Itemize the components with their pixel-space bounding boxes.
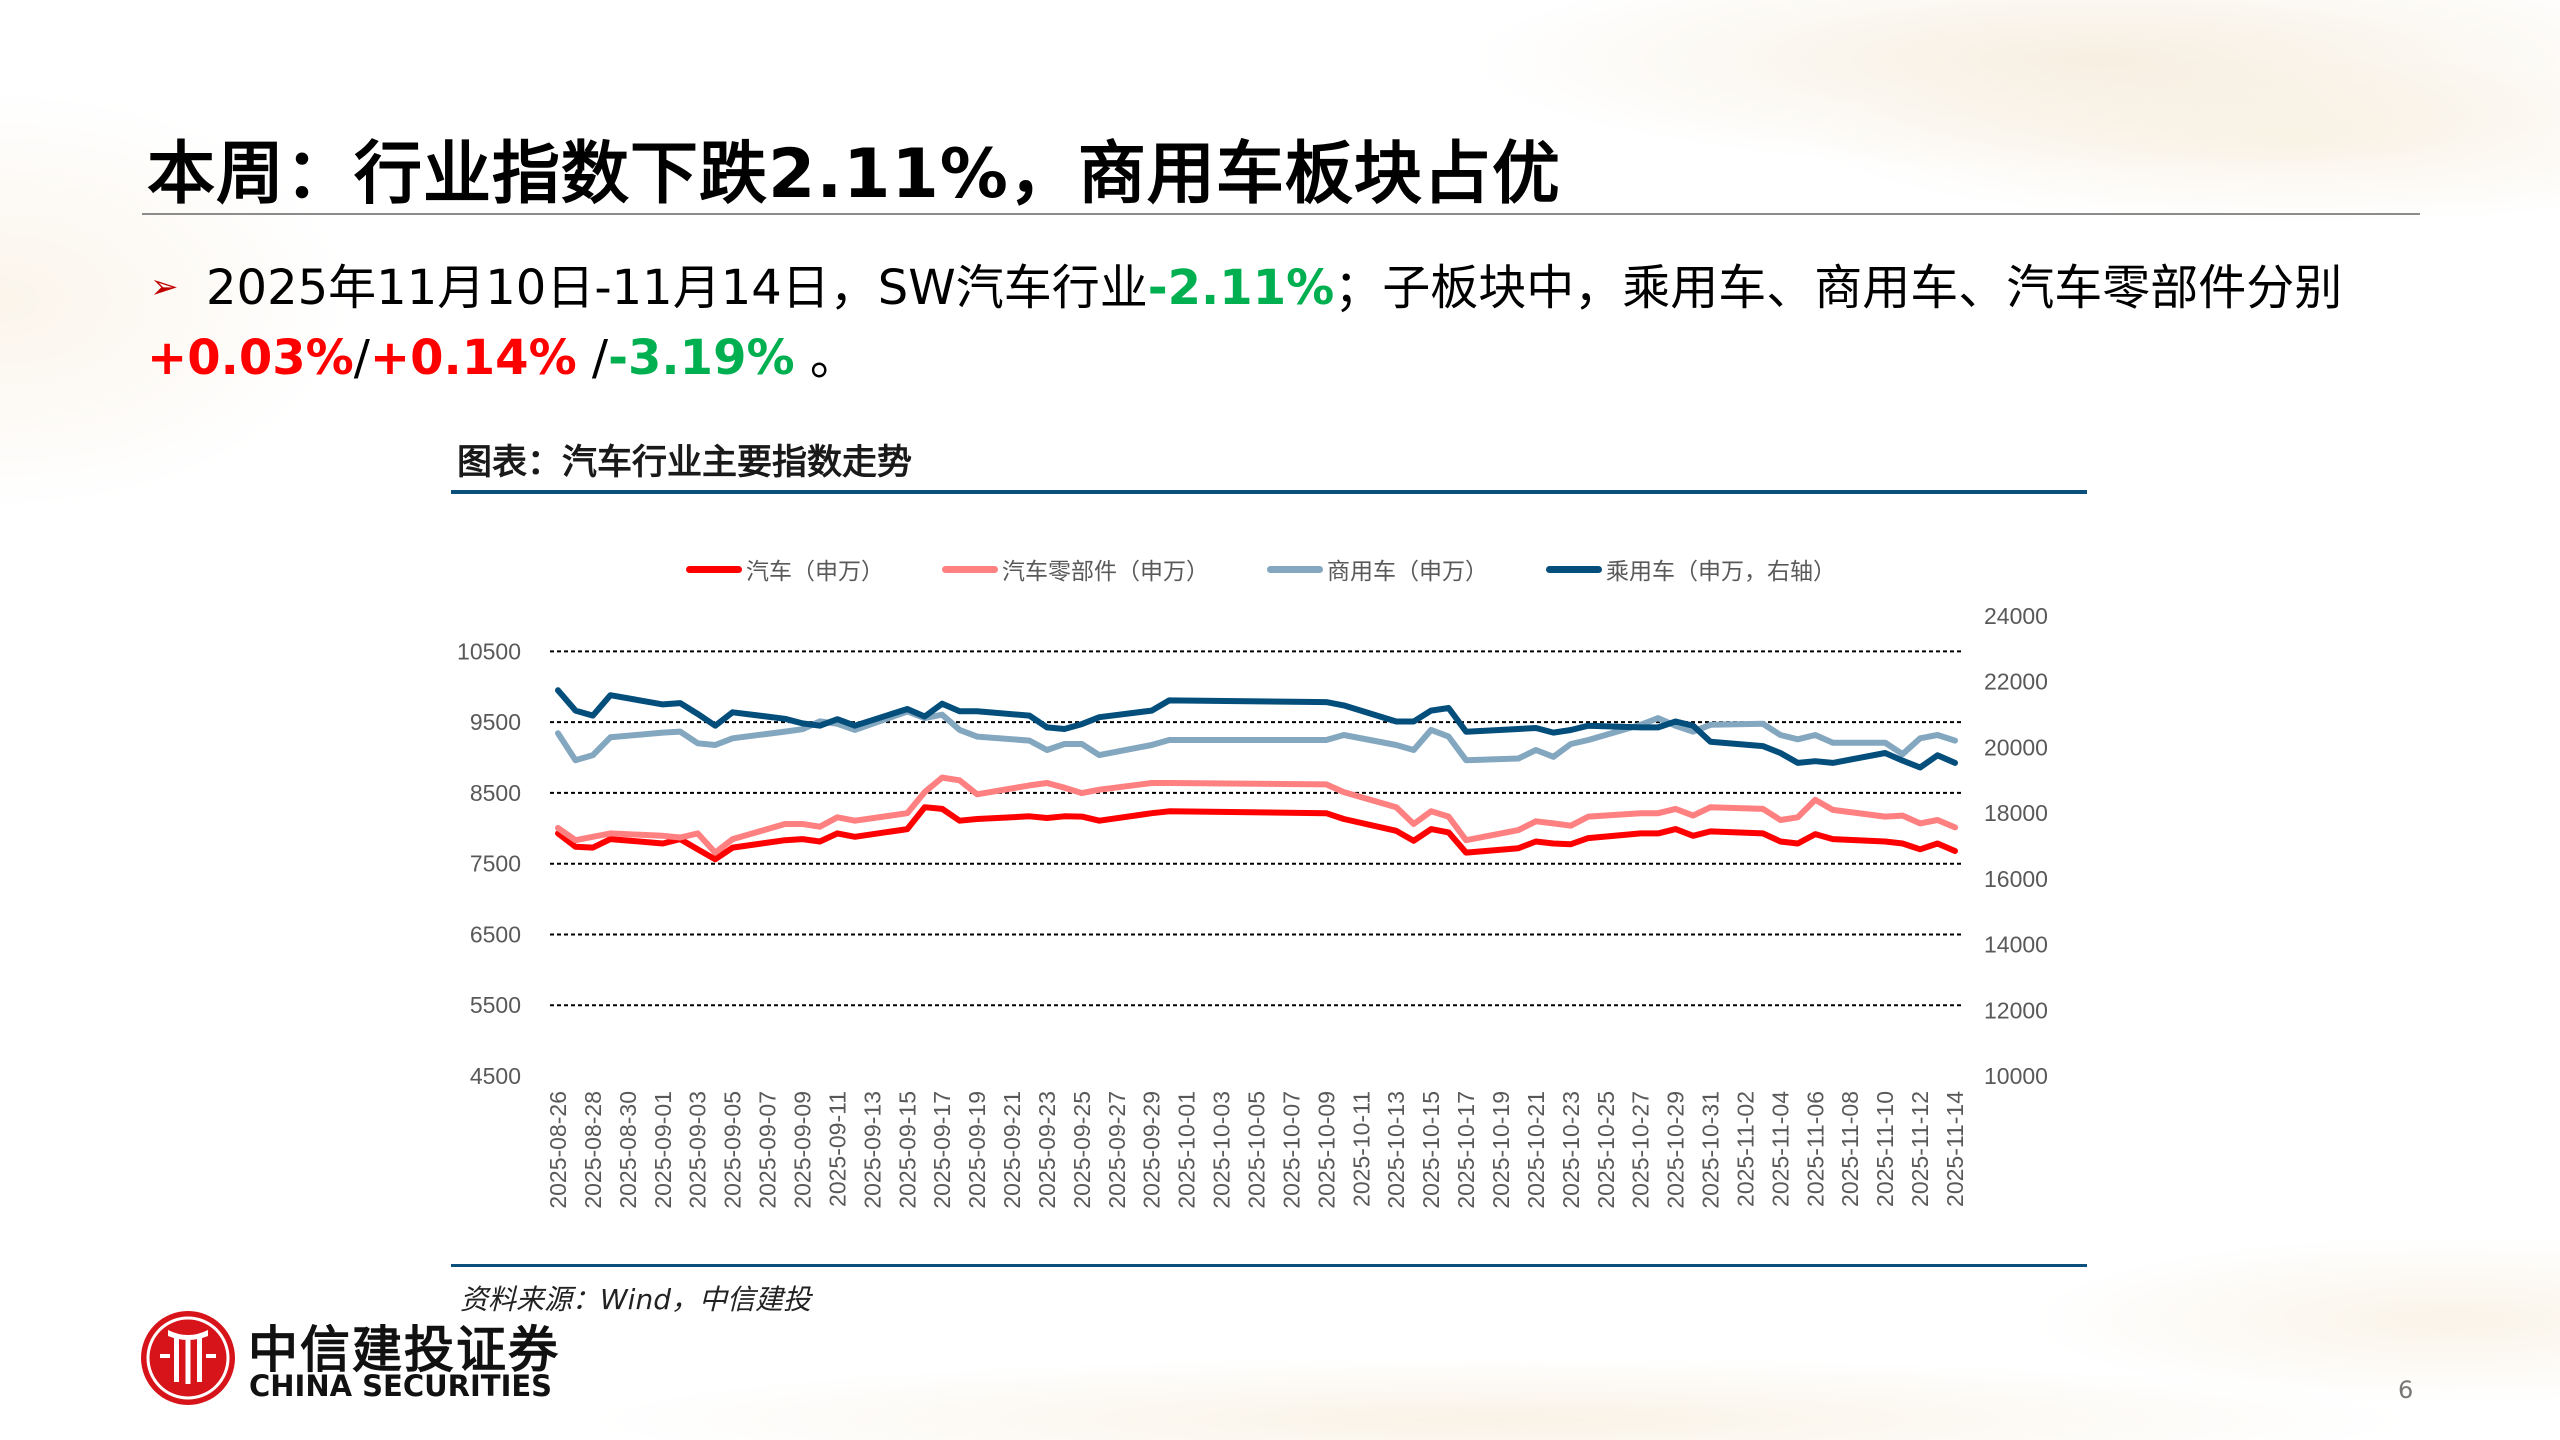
legend-label: 乘用车（申万，右轴）: [1606, 559, 1836, 585]
legend-swatch: [686, 565, 742, 573]
x-axis-tick-label: 2025-09-11: [824, 1091, 850, 1207]
x-axis-tick-label: 2025-09-21: [999, 1091, 1025, 1209]
x-axis-tick-label: 2025-10-13: [1383, 1091, 1409, 1209]
chart-caption: 图表：汽车行业主要指数走势: [457, 443, 913, 483]
x-axis-tick-label: 2025-11-08: [1837, 1091, 1863, 1207]
x-axis-tick-label: 2025-11-12: [1907, 1091, 1933, 1207]
logo-name-cn: 中信建投证券: [248, 1320, 560, 1379]
x-axis-tick-label: 2025-11-10: [1872, 1091, 1898, 1207]
percent-change-value: +0.03%: [147, 330, 354, 386]
x-axis-tick-label: 2025-10-07: [1278, 1091, 1304, 1209]
left-axis-tick-label: 8500: [470, 780, 521, 806]
x-axis-tick-label: 2025-10-31: [1698, 1091, 1724, 1209]
x-axis-tick-label: 2025-10-01: [1174, 1091, 1200, 1209]
percent-change-value: -2.11%: [1147, 260, 1335, 316]
bullet-text-segment: /: [353, 330, 370, 386]
left-axis-tick-label: 5500: [470, 992, 521, 1018]
x-axis-tick-label: 2025-09-01: [650, 1091, 676, 1209]
legend-swatch: [1546, 565, 1602, 573]
bullet-text-segment: 2025年11月10日-11月14日，SW汽车行业: [206, 260, 1148, 316]
left-axis-tick-label: 6500: [470, 921, 521, 947]
x-axis-tick-label: 2025-11-04: [1767, 1091, 1793, 1207]
x-axis-tick-label: 2025-10-15: [1418, 1091, 1444, 1209]
right-axis-tick-label: 12000: [1984, 997, 2048, 1023]
legend-item-auto: 汽车（申万）: [686, 552, 884, 586]
x-axis-tick-label: 2025-10-09: [1313, 1091, 1339, 1209]
x-axis-tick-label: 2025-09-25: [1069, 1091, 1095, 1209]
right-axis-tick-label: 20000: [1984, 734, 2048, 760]
right-axis-tick-label: 18000: [1984, 800, 2048, 826]
legend-label: 汽车零部件（申万）: [1002, 559, 1209, 585]
source-note: 资料来源：Wind，中信建投: [460, 1283, 811, 1316]
logo-name-en: CHINA SECURITIES: [249, 1369, 553, 1403]
chart-top-rule: [451, 490, 2087, 494]
x-axis-tick-label: 2025-11-02: [1732, 1091, 1758, 1207]
x-axis-tick-label: 2025-09-13: [859, 1091, 885, 1209]
bullet-text-segment: ；子板块中，乘用车、商用车、汽车零部件分别: [1334, 260, 2343, 316]
series-line-1: [555, 774, 1958, 856]
x-axis-tick-label: 2025-10-05: [1244, 1091, 1270, 1209]
right-axis-tick-label: 16000: [1984, 866, 2048, 892]
x-axis-tick-label: 2025-10-23: [1558, 1091, 1584, 1209]
x-axis-tick-label: 2025-09-27: [1104, 1091, 1130, 1209]
chart-bottom-rule: [451, 1264, 2087, 1267]
x-axis-tick-label: 2025-11-06: [1802, 1091, 1828, 1207]
percent-change-value: +0.14%: [369, 330, 577, 386]
right-axis-tick-label: 10000: [1984, 1063, 2048, 1089]
x-axis-tick-label: 2025-10-25: [1593, 1091, 1619, 1209]
legend-swatch: [1267, 565, 1323, 573]
x-axis-tick-label: 2025-09-03: [685, 1091, 711, 1209]
bullet-text-1: 2025年11月10日-11月14日，SW汽车行业-2.11%；子板块中，乘用车…: [206, 260, 2342, 316]
page-number: 6: [2398, 1376, 2414, 1404]
x-axis-tick-label: 2025-08-26: [545, 1091, 571, 1209]
bullet-line-1: ➢ 2025年11月10日-11月14日，SW汽车行业-2.11%；子板块中，乘用…: [150, 248, 2342, 318]
title-divider: [142, 213, 2420, 215]
page-title: 本周：行业指数下跌2.11%，商用车板块占优: [147, 135, 1561, 214]
x-axis-tick-label: 2025-09-19: [964, 1091, 990, 1209]
bullet-text-2: +0.03%/+0.14% /-3.19% 。: [147, 330, 858, 386]
x-axis-tick-label: 2025-08-28: [580, 1091, 606, 1209]
x-axis-tick-label: 2025-09-05: [720, 1091, 746, 1209]
chart-legend: 汽车（申万） 汽车零部件（申万） 商用车（申万） 乘用车（申万，右轴）: [686, 552, 1836, 586]
x-axis-tick-label: 2025-10-11: [1348, 1091, 1374, 1207]
right-axis-tick-label: 22000: [1984, 669, 2048, 695]
left-axis-tick-label: 7500: [470, 851, 521, 877]
x-axis-tick-label: 2025-09-23: [1034, 1091, 1060, 1209]
x-axis-tick-label: 2025-08-30: [615, 1091, 641, 1209]
x-axis-tick-label: 2025-10-29: [1663, 1091, 1689, 1209]
x-axis-tick-label: 2025-10-19: [1488, 1091, 1514, 1209]
x-axis-tick-label: 2025-09-15: [894, 1091, 920, 1209]
x-axis-tick-label: 2025-10-03: [1209, 1091, 1235, 1209]
x-axis-tick-label: 2025-11-14: [1942, 1091, 1968, 1207]
percent-change-value: -3.19%: [608, 330, 795, 386]
series-line-2: [555, 708, 1958, 764]
bullet-line-2: +0.03%/+0.14% /-3.19% 。: [147, 318, 858, 388]
left-axis-tick-label: 4500: [470, 1063, 521, 1089]
legend-label: 汽车（申万）: [746, 559, 884, 585]
left-axis-tick-label: 9500: [470, 709, 521, 735]
bullet-text-segment: /: [576, 330, 609, 386]
series-line-0: [555, 804, 1958, 863]
china-securities-logo-icon: [141, 1311, 235, 1405]
right-axis-tick-label: 24000: [1984, 603, 2048, 629]
x-axis-tick-label: 2025-09-17: [929, 1091, 955, 1209]
x-axis-tick-label: 2025-09-29: [1139, 1091, 1165, 1209]
bullet-text-segment: 。: [794, 330, 858, 386]
arrow-bullet-icon: ➢: [150, 267, 179, 307]
x-axis-tick-label: 2025-09-09: [789, 1091, 815, 1209]
x-axis-tick-label: 2025-10-21: [1523, 1091, 1549, 1209]
legend-label: 商用车（申万）: [1327, 559, 1488, 585]
legend-item-commercial: 商用车（申万）: [1267, 552, 1488, 586]
legend-item-passenger: 乘用车（申万，右轴）: [1546, 552, 1836, 586]
right-axis-tick-label: 14000: [1984, 932, 2048, 958]
x-axis-tick-label: 2025-09-07: [755, 1091, 781, 1209]
legend-swatch: [942, 565, 998, 573]
x-axis-tick-label: 2025-10-17: [1453, 1091, 1479, 1209]
legend-item-parts: 汽车零部件（申万）: [942, 552, 1209, 586]
x-axis-tick-label: 2025-10-27: [1628, 1091, 1654, 1209]
series-line-3: [555, 687, 1958, 771]
left-axis-tick-label: 10500: [457, 638, 521, 664]
